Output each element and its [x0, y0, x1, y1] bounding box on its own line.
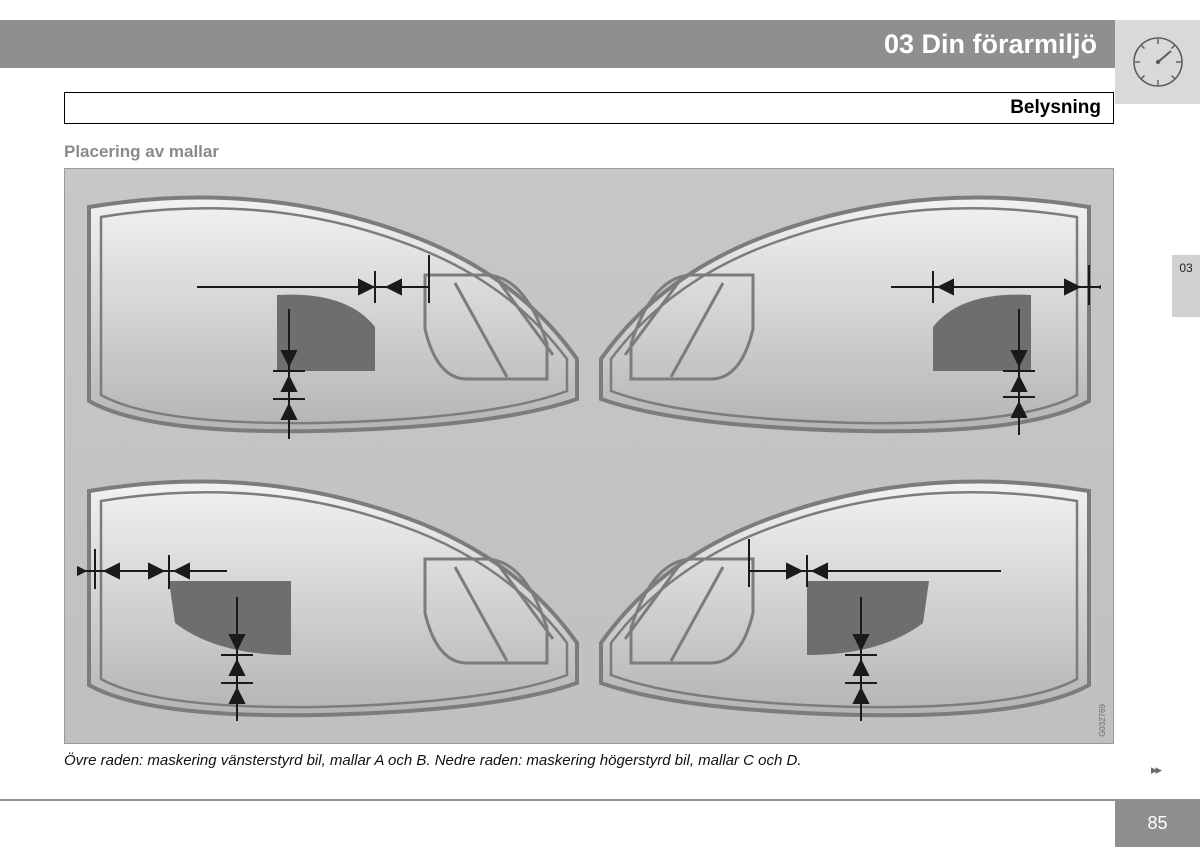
side-chapter-tab: 03	[1172, 255, 1200, 317]
footer-rule	[0, 799, 1115, 801]
section-title-box: Belysning	[64, 92, 1114, 124]
panel-c	[77, 463, 585, 733]
page-number-box: 85	[1115, 799, 1200, 847]
chapter-title: 03 Din förarmiljö	[884, 29, 1097, 60]
continuation-arrows-icon: ▸▸	[1151, 762, 1160, 778]
image-code: G032769	[1098, 704, 1107, 737]
panel-d	[593, 463, 1101, 733]
figure-frame: G032769	[64, 168, 1114, 744]
side-tab-label: 03	[1179, 261, 1192, 275]
speedometer-icon	[1131, 35, 1185, 89]
subheading: Placering av mallar	[64, 142, 219, 162]
chapter-icon-box	[1115, 20, 1200, 104]
panel-b	[593, 179, 1101, 449]
chapter-header-bar: 03 Din förarmiljö	[0, 20, 1115, 68]
section-title: Belysning	[1010, 97, 1101, 118]
figure-caption: Övre raden: maskering vänsterstyrd bil, …	[64, 752, 802, 769]
page-number: 85	[1147, 813, 1167, 834]
panel-a	[77, 179, 585, 449]
